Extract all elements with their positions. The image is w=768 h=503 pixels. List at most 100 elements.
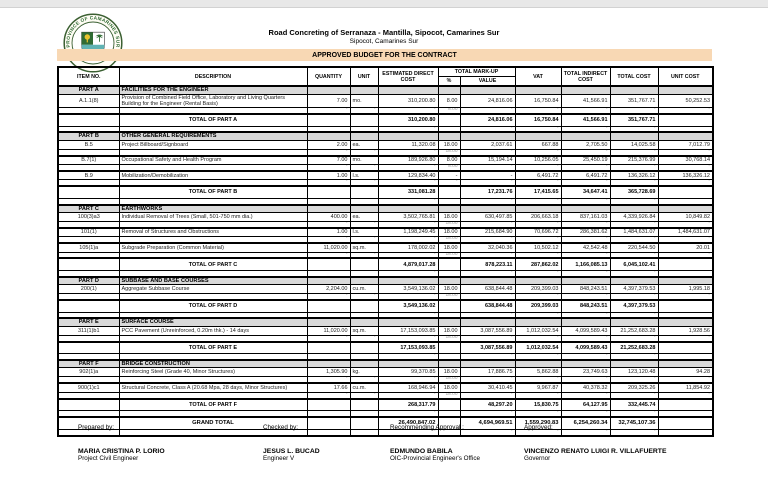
empty-cell (657, 317, 714, 327)
empty-cell (657, 257, 714, 271)
markup-value-cell: 215,684.90 (459, 227, 516, 238)
total-cost-cell: 4,339,926.84 (609, 212, 659, 223)
unit-cost-cell: 1,928.56 (657, 325, 714, 336)
total-sub-row: ----- (57, 410, 714, 418)
total-direct-cost-cell: 3,549,136.02 (377, 299, 439, 313)
item-sub-row: - - -18.00- - - - - (57, 221, 714, 229)
total-vat-cell: 1,012,032.54 (514, 341, 562, 355)
total-indirect-cost-cell: 1,166,085.13 (560, 257, 611, 271)
direct-cost-cell: 17,153,093.85 (377, 325, 439, 336)
signature-name: VINCENZO RENATO LUIGI R. VILLAFUERTE (524, 448, 667, 455)
markup-value-cell: 32,040.36 (459, 242, 516, 253)
signature-title: OIC-Provincial Engineer's Office (390, 455, 480, 462)
empty-cell (560, 203, 611, 214)
indirect-cost-cell: 848,243.51 (560, 284, 611, 295)
total-cost-cell: 351,767.71 (609, 93, 659, 109)
markup-value-cell: 630,497.85 (459, 212, 516, 223)
empty-cell (377, 317, 439, 327)
empty-cell (657, 311, 714, 320)
unit-cell: l.s. (349, 227, 379, 238)
total-markup-value-cell: 3,087,556.89 (459, 341, 516, 355)
signature-label: Prepared by: (78, 424, 115, 431)
item-sub-row: - - -18.00- - - - - (57, 251, 714, 260)
markup-value-cell: 3,087,556.89 (459, 325, 516, 336)
item-sub-row: - - -18.00- - - - - (57, 148, 714, 157)
quantity-cell: 11,020.00 (306, 242, 351, 253)
quantity-cell: 400.00 (306, 212, 351, 223)
total-cost-cell: 215,376.99 (609, 155, 659, 166)
part-title-cell: BRIDGE CONSTRUCTION (118, 358, 308, 369)
empty-cell (514, 203, 562, 214)
table-header: ITEM NO. DESCRIPTION QUANTITY UNIT ESTIM… (57, 66, 714, 87)
unit-cell: l.s. (349, 170, 379, 181)
item-row: 902(1)a Reinforcing Steel (Grade 40, Mino… (57, 367, 714, 378)
total-markup-value-cell: 17,231.76 (459, 185, 516, 199)
total-total-cost-cell: 21,252,683.28 (609, 341, 659, 355)
total-sub-row: ----- (57, 311, 714, 320)
total-total-cost-cell: 4,397,379.53 (609, 299, 659, 313)
markup-pct-cell: 8.00 (437, 93, 461, 109)
empty-cell (437, 85, 461, 95)
total-sub-row: ----- (57, 429, 714, 438)
part-no-cell: PART C (57, 203, 120, 214)
item-sub-row: - - -18.00- - - - - (57, 334, 714, 343)
total-vat-cell: 15,830.75 (514, 398, 562, 412)
markup-value-cell: 2,037.61 (459, 139, 516, 150)
col-header-markup-value: VALUE (459, 76, 516, 87)
empty-cell (560, 85, 611, 95)
part-total-row: TOTAL OF PART F 268,317.79 48,297.20 15,830… (57, 398, 714, 412)
empty-cell (306, 131, 351, 141)
total-cost-cell: 220,544.50 (609, 242, 659, 253)
unit-cost-cell: 30,768.14 (657, 155, 714, 166)
total-vat-cell: 16,750.84 (514, 113, 562, 127)
empty-cell (306, 299, 351, 313)
direct-cost-cell: 99,370.85 (377, 367, 439, 378)
col-header-unit-cost: UNIT COST (657, 66, 714, 87)
empty-cell (306, 358, 351, 369)
empty-cell (514, 131, 562, 141)
abc-table: ITEM NO. DESCRIPTION QUANTITY UNIT ESTIM… (57, 66, 714, 438)
part-total-row: TOTAL OF PART C 4,879,017.28 878,223.11 287… (57, 257, 714, 271)
part-header-row: PART B OTHER GENERAL REQUIREMENTS (57, 131, 714, 141)
approved-budget-band: APPROVED BUDGET FOR THE CONTRACT (57, 49, 712, 61)
empty-cell (349, 275, 379, 286)
item-sub-row: --------- (57, 179, 714, 188)
item-no-cell: 101(1) (57, 227, 120, 238)
part-no-cell: PART A (57, 85, 120, 95)
item-no-cell: A.1.1(8) (57, 93, 120, 109)
dash-cell: - (657, 179, 714, 188)
total-direct-cost-cell: 268,317.79 (377, 398, 439, 412)
vat-cell: 9,967.87 (514, 382, 562, 393)
empty-cell (609, 275, 659, 286)
signature-block-checked: Checked by: JESUS L. BUCAD Engineer V (263, 424, 320, 462)
total-vat-cell: 17,415.65 (514, 185, 562, 199)
vat-cell: 10,256.05 (514, 155, 562, 166)
empty-cell (609, 358, 659, 369)
abc-table-body: PART A FACILITIES FOR THE ENGINEER A.1.1(8… (57, 85, 714, 438)
seal-palm-icon (95, 34, 104, 42)
indirect-cost-cell: 40,378.32 (560, 382, 611, 393)
item-no-cell: B.7(1) (57, 155, 120, 166)
empty-cell (459, 317, 516, 327)
empty-cell (437, 398, 461, 412)
empty-cell (609, 203, 659, 214)
total-direct-cost-cell: 310,200.80 (377, 113, 439, 127)
item-sub-row: - - -8.00- - - - - (57, 107, 714, 116)
empty-cell (306, 185, 351, 199)
markup-value-cell: - (459, 170, 516, 181)
unit-cost-cell: 94.28 (657, 367, 714, 378)
markup-pct-cell: 18.00 (437, 382, 461, 393)
item-description-cell: Individual Removal of Trees (Small, 501-… (118, 212, 308, 223)
total-label-cell: TOTAL OF PART B (118, 185, 308, 199)
unit-cost-cell: 1,484,631.07 (657, 227, 714, 238)
empty-cell (306, 113, 351, 127)
markup-pct-cell: - (437, 170, 461, 181)
empty-cell (377, 275, 439, 286)
empty-cell (377, 131, 439, 141)
total-indirect-cost-cell: 4,099,589.43 (560, 341, 611, 355)
total-indirect-cost-cell: 64,127.95 (560, 398, 611, 412)
col-header-vat: VAT (514, 66, 562, 87)
item-description-cell: Occupational Safety and Health Program (118, 155, 308, 166)
vat-cell: 667.88 (514, 139, 562, 150)
empty-cell (514, 317, 562, 327)
